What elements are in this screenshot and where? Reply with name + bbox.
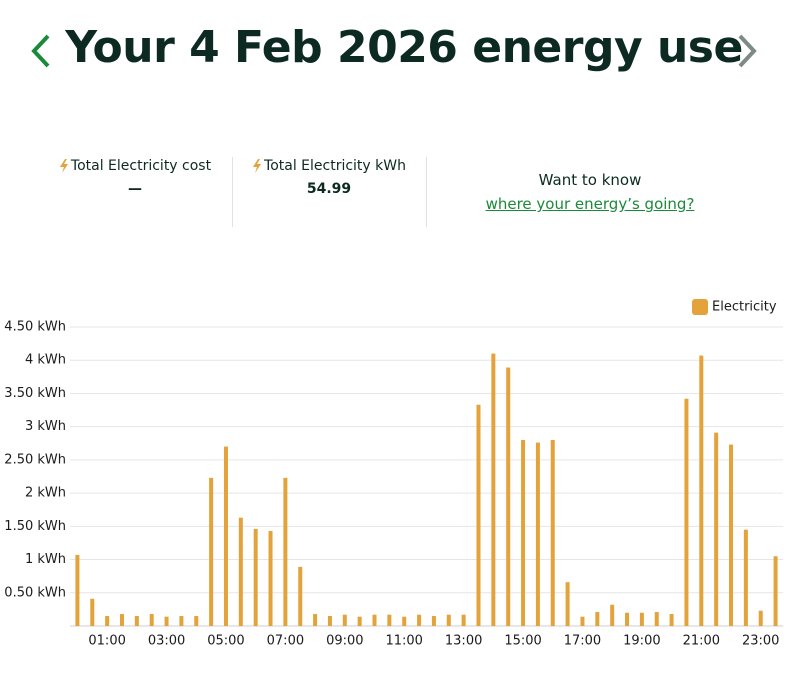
bar: [639, 612, 644, 626]
bar: [298, 566, 303, 626]
bar: [134, 616, 139, 626]
bar: [431, 616, 436, 626]
bar: [75, 554, 80, 626]
x-tick-label: 17:00: [564, 634, 601, 649]
bar: [699, 355, 704, 626]
stat-cost: Total Electricity cost —: [40, 158, 230, 197]
bar: [654, 612, 659, 626]
x-tick-label: 19:00: [623, 634, 660, 649]
prompt: Want to know where your energy’s going?: [440, 171, 740, 213]
x-tick-label: 13:00: [445, 634, 482, 649]
bar: [253, 528, 258, 626]
bar: [565, 582, 570, 626]
bar: [179, 616, 184, 626]
divider: [232, 157, 233, 227]
bar: [506, 367, 511, 626]
y-tick-label: 4 kWh: [25, 353, 66, 368]
bar: [758, 610, 763, 626]
stat-value: —: [128, 181, 142, 197]
bar: [714, 432, 719, 626]
page-title: Your 4 Feb 2026 energy use: [65, 22, 743, 73]
x-tick-label: 09:00: [326, 634, 363, 649]
legend-swatch: [692, 299, 708, 315]
bar: [669, 614, 674, 626]
bar: [268, 530, 273, 626]
bar: [387, 614, 392, 626]
bar: [283, 477, 288, 626]
bar: [550, 439, 555, 626]
legend-label: Electricity: [712, 300, 777, 315]
y-tick-label: 3.50 kWh: [4, 386, 66, 401]
x-tick-label: 01:00: [88, 634, 125, 649]
bar: [625, 612, 630, 626]
bar: [238, 517, 243, 626]
y-tick-label: 0.50 kWh: [4, 585, 66, 600]
bar: [327, 616, 332, 626]
bar: [105, 616, 110, 626]
bar: [521, 439, 526, 626]
bar: [119, 614, 124, 626]
y-tick-label: 2.50 kWh: [4, 452, 66, 467]
bar: [402, 616, 407, 626]
stat-value: 54.99: [306, 181, 352, 197]
bar: [342, 614, 347, 626]
stat-label: Total Electricity kWh: [264, 158, 406, 174]
x-tick-label: 21:00: [683, 634, 720, 649]
x-tick-label: 07:00: [267, 634, 304, 649]
stat-kwh: Total Electricity kWh 54.99: [234, 158, 424, 197]
bar: [729, 444, 734, 626]
chart: 0.50 kWh 1 kWh 1.50 kWh 2 kWh 2.50 kWh 3 kWh 3…: [4, 299, 783, 649]
y-tick-label: 3 kWh: [25, 419, 66, 434]
previous-day[interactable]: [28, 32, 54, 70]
x-tick-label: 11:00: [385, 634, 422, 649]
prompt-text: Want to know: [538, 171, 642, 189]
next-day[interactable]: [734, 32, 760, 70]
bar: [684, 398, 689, 626]
bolt-icon: [59, 159, 68, 173]
y-tick-label: 4.50 kWh: [4, 320, 66, 335]
bar: [357, 616, 362, 626]
bar: [313, 614, 318, 626]
bar: [149, 614, 154, 626]
bar: [610, 604, 615, 626]
header: Your 4 Feb 2026 energy use: [0, 0, 808, 100]
bar: [209, 477, 214, 626]
bar: [535, 442, 540, 626]
bar: [580, 616, 585, 626]
bar: [164, 616, 169, 626]
bar: [461, 614, 466, 626]
x-tick-label: 15:00: [504, 634, 541, 649]
bar: [595, 612, 600, 626]
bar: [223, 446, 228, 626]
bar: [417, 614, 422, 626]
y-tick-label: 1.50 kWh: [4, 519, 66, 534]
bar: [476, 404, 481, 626]
divider: [426, 157, 427, 227]
stat-label: Total Electricity cost: [70, 158, 212, 174]
y-tick-label: 2 kWh: [25, 486, 66, 501]
x-tick-label: 03:00: [148, 634, 185, 649]
bar: [491, 353, 496, 626]
bar: [773, 556, 778, 626]
x-tick-label: 05:00: [207, 634, 244, 649]
bar: [372, 614, 377, 626]
bar: [743, 529, 748, 626]
energy-link[interactable]: where your energy’s going?: [485, 195, 695, 213]
y-tick-label: 1 kWh: [25, 552, 66, 567]
bar: [90, 598, 95, 626]
bolt-icon: [253, 159, 262, 173]
x-tick-label: 23:00: [742, 634, 779, 649]
bar: [194, 616, 199, 626]
bar: [446, 614, 451, 626]
